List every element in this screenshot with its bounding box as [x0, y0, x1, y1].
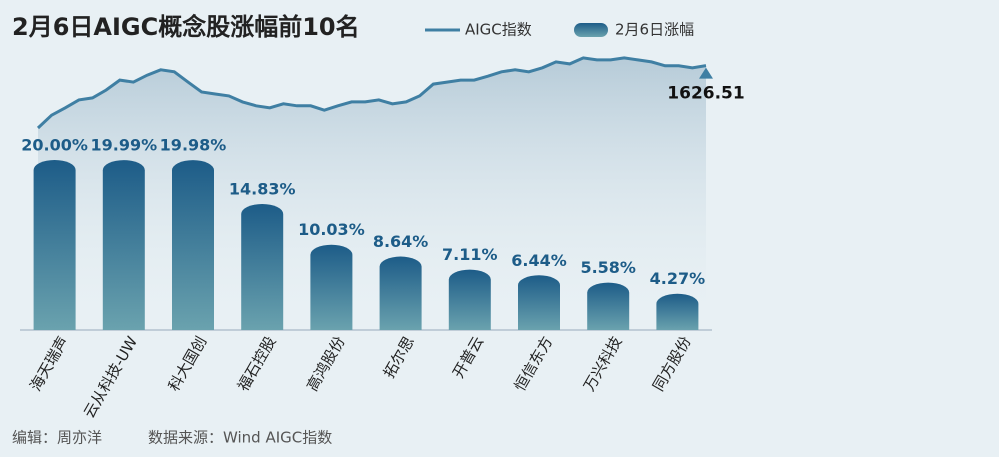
bar [102, 160, 145, 330]
editor: 编辑：周亦洋 [12, 429, 102, 447]
value-label: 19.98% [160, 136, 227, 155]
bar [241, 203, 284, 330]
chart-title: 2月6日AIGC概念股涨幅前10名 [12, 13, 360, 41]
value-label: 6.44% [511, 251, 567, 270]
bar [310, 244, 353, 330]
end-label: 1626.51 [667, 84, 744, 104]
bar [33, 160, 76, 330]
value-label: 19.99% [90, 136, 157, 155]
value-label: 5.58% [580, 258, 636, 277]
bar [172, 160, 214, 330]
legend-label: AIGC指数 [465, 21, 532, 39]
value-label: 20.00% [21, 136, 88, 155]
bar [518, 275, 560, 330]
end-marker [699, 67, 713, 79]
bar [379, 256, 422, 330]
line [36, 56, 707, 130]
bar [656, 293, 699, 330]
value-label: 7.11% [442, 245, 498, 264]
source: 数据来源：Wind AIGC指数 [148, 429, 332, 447]
value-label: 14.83% [229, 179, 296, 198]
bar [448, 269, 491, 330]
legend-label: 2月6日涨幅 [615, 21, 694, 39]
value-label: 4.27% [650, 269, 706, 288]
value-label: 8.64% [373, 232, 429, 251]
legend-bar [574, 23, 608, 37]
value-label: 10.03% [298, 220, 365, 239]
bar [587, 282, 630, 330]
